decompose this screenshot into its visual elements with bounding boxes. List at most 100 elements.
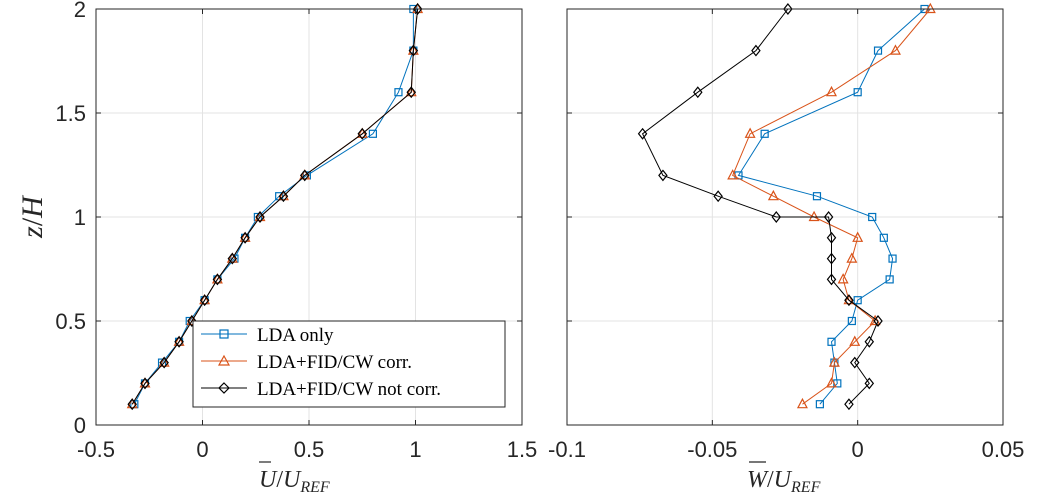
right-marker-lda-fid-corr <box>837 273 849 284</box>
left-marker-lda-fid-corr <box>277 189 289 201</box>
left-marker-lda-fid-corr <box>226 252 238 263</box>
left-marker-lda-fid-corr <box>126 397 138 409</box>
legend-box <box>192 320 506 408</box>
left-xtick-label: 1 <box>409 437 421 462</box>
legend-marker-square <box>219 329 229 339</box>
left-marker-lda-fid-corr <box>139 377 151 388</box>
right-xtick-label: -0.05 <box>687 437 737 462</box>
left-marker-lda-fid-not-corr <box>406 86 417 99</box>
legend-marker-diamond <box>218 382 230 394</box>
right-marker-lda-fid-not-corr <box>873 315 883 327</box>
left-marker-lda-fid-corr <box>173 335 185 346</box>
right-series-line-lda-fid-not-corr <box>641 8 879 405</box>
right-marker-lda-fid-corr <box>767 189 779 201</box>
left-xlabel: U/UREF <box>259 461 330 496</box>
right-marker-lda-fid-not-corr <box>783 3 793 15</box>
right-marker-lda-only <box>815 400 824 409</box>
right-marker-lda-fid-not-corr <box>864 377 875 390</box>
left-marker-lda-fid-corr <box>186 314 198 326</box>
legend-item-lda-fid-corr: LDA+FID/CW corr. <box>201 352 412 373</box>
left-xlabel-den: U <box>283 467 302 493</box>
right-marker-lda-fid-corr <box>889 44 901 55</box>
right-marker-lda-only <box>885 275 894 284</box>
right-marker-lda-fid-not-corr <box>751 44 761 57</box>
right-marker-lda-fid-corr <box>727 169 739 180</box>
left-xtick-label: -0.5 <box>77 437 115 462</box>
right-xtick-label: 0.05 <box>982 437 1025 462</box>
left-ticks: -0.5 0 0.5 1 1.500.511.52 <box>55 0 537 462</box>
left-marker-lda-fid-not-corr <box>199 294 210 307</box>
right-marker-lda-only <box>868 212 877 222</box>
legend-label-lda-fid-corr: LDA+FID/CW corr. <box>257 352 412 373</box>
right-marker-lda-fid-corr <box>744 127 756 138</box>
left-marker-lda-fid-not-corr <box>357 127 368 140</box>
left-xlabel-den-sub: REF <box>299 479 330 496</box>
right-marker-lda-fid-corr <box>796 397 808 409</box>
left-marker-lda-fid-not-corr <box>255 211 265 223</box>
left-marker-lda-fid-not-corr <box>412 3 423 15</box>
legend-label-lda-only: LDA only <box>257 325 334 346</box>
left-marker-lda-fid-corr <box>199 293 211 305</box>
left-ylabel: z/H <box>16 194 49 239</box>
right-series-group <box>637 2 936 411</box>
right-marker-lda-fid-not-corr <box>849 356 860 369</box>
right-marker-lda-fid-corr <box>849 335 861 346</box>
left-marker-lda-only <box>368 129 377 138</box>
ylabel-main: z <box>16 226 49 239</box>
left-marker-lda-fid-corr <box>254 210 266 222</box>
legend-item-lda-fid-not-corr: LDA+FID/CW not corr. <box>201 379 441 400</box>
left-marker-lda-fid-not-corr <box>212 273 223 286</box>
right-marker-lda-only <box>853 88 862 97</box>
right-marker-lda-only <box>853 296 862 305</box>
legend-item-lda-only: LDA only <box>201 325 334 346</box>
left-xtick-label: 0.5 <box>294 437 325 462</box>
left-marker-lda-fid-corr <box>356 127 368 138</box>
right-marker-lda-fid-corr <box>852 231 864 242</box>
right-marker-lda-only <box>847 316 856 326</box>
right-marker-lda-fid-not-corr <box>771 211 782 223</box>
right-marker-lda-fid-not-corr <box>658 169 668 182</box>
left-marker-lda-fid-not-corr <box>159 356 169 369</box>
left-marker-lda-fid-corr <box>299 169 311 180</box>
right-xlabel-num: W <box>747 467 769 493</box>
right-marker-lda-fid-not-corr <box>693 86 703 99</box>
right-marker-lda-fid-not-corr <box>844 294 854 307</box>
right-marker-lda-fid-not-corr <box>864 335 875 348</box>
right-marker-lda-fid-corr <box>828 356 840 367</box>
right-xlabel-den: U <box>774 467 793 493</box>
left-series-line-lda-fid-not-corr <box>131 8 419 405</box>
right-marker-lda-fid-corr <box>924 2 936 14</box>
right-panel: -0.1 -0.05 0 0.05 W/UREF <box>548 2 1025 496</box>
left-ytick-label: 1.5 <box>55 101 86 126</box>
left-xlabel-num: U <box>259 467 278 493</box>
right-series-line-lda-fid-corr <box>732 8 931 405</box>
left-panel: -0.5 0 0.5 1 1.500.511.52 z/H U/UREF LDA onl… <box>16 0 537 496</box>
left-ytick-label: 1 <box>74 205 86 230</box>
right-marker-lda-fid-corr <box>843 293 855 305</box>
right-marker-lda-only <box>812 192 822 201</box>
legend-label-lda-fid-not-corr: LDA+FID/CW not corr. <box>257 379 441 400</box>
left-marker-lda-fid-not-corr <box>408 44 419 57</box>
right-marker-lda-fid-not-corr <box>826 252 837 265</box>
right-marker-lda-only <box>827 337 836 346</box>
left-marker-lda-fid-not-corr <box>127 398 137 411</box>
left-marker-lda-only <box>394 88 403 97</box>
svg-text:W/UREF: W/UREF <box>747 467 821 496</box>
right-marker-lda-fid-corr <box>826 85 838 97</box>
left-series-group <box>126 2 424 411</box>
right-marker-lda-fid-corr <box>846 252 858 263</box>
right-marker-lda-fid-not-corr <box>826 273 837 286</box>
left-marker-lda-fid-not-corr <box>174 335 184 348</box>
right-ticks: -0.1 -0.05 0 0.05 <box>548 8 1025 462</box>
right-marker-lda-only <box>888 254 897 263</box>
right-xlabel: W/UREF <box>747 461 821 496</box>
left-ytick-label: 0 <box>74 413 86 438</box>
right-marker-lda-only <box>873 46 883 55</box>
right-marker-lda-fid-not-corr <box>637 127 648 140</box>
left-marker-lda-fid-not-corr <box>140 377 150 390</box>
left-marker-lda-fid-not-corr <box>187 315 197 327</box>
left-marker-lda-fid-corr <box>405 85 417 97</box>
right-marker-lda-only <box>879 233 888 242</box>
right-marker-lda-fid-corr <box>808 210 820 222</box>
